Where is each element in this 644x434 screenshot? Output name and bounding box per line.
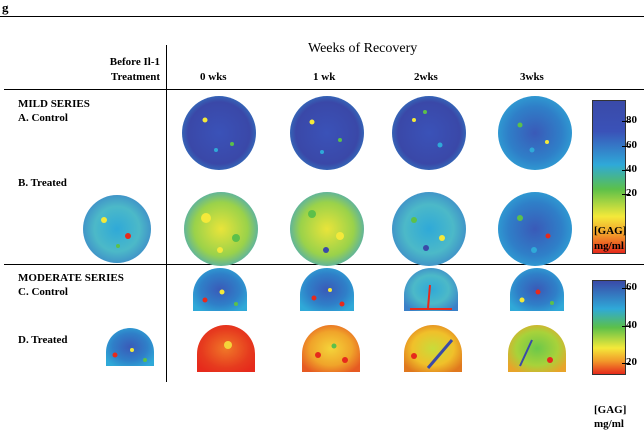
mild-scale-label-1: [GAG] [594,225,627,237]
map-c-0wks [193,268,247,311]
map-d-before [106,328,154,366]
row-b-label: B. Treated [18,177,67,189]
moderate-tick-20: 20 [626,356,637,368]
row-a-label: A. Control [18,112,68,124]
map-d-1wk [302,325,360,372]
moderate-color-scale [592,280,626,375]
header-rule [4,89,644,90]
map-b-before [83,195,151,263]
moderate-scale-label-1: [GAG] [594,404,627,416]
map-c-2wks [404,268,458,311]
map-a-1wk [290,96,364,170]
map-a-2wks [392,96,466,170]
map-b-1wk [290,192,364,266]
map-d-3wks [508,325,566,372]
column-0wks: 0 wks [200,71,227,83]
moderate-scale-label-2: mg/ml [594,418,624,430]
mild-tick-60: 60 [626,139,637,151]
map-b-3wks [498,192,572,266]
map-d-0wks [197,325,255,372]
moderate-series-label: MODERATE SERIES [18,272,124,284]
before-treatment-line-2: Treatment [110,71,160,83]
mild-tick-40: 40 [626,163,637,175]
column-1wk: 1 wk [313,71,336,83]
column-2wks: 2wks [414,71,438,83]
mild-series-label: MILD SERIES [18,98,90,110]
map-c-3wks [510,268,564,311]
vertical-divider [166,45,167,382]
mild-scale-label-2: mg/ml [594,240,624,252]
row-d-label: D. Treated [18,334,68,346]
mild-tick-80: 80 [626,114,637,126]
before-treatment-line-1: Before Il-1 [109,56,160,68]
mild-color-scale [592,100,626,254]
map-b-0wks [184,192,258,266]
row-c-label: C. Control [18,286,68,298]
moderate-tick-60: 60 [626,281,637,293]
column-3wks: 3wks [520,71,544,83]
moderate-tick-40: 40 [626,319,637,331]
top-rule [0,16,644,17]
map-a-0wks [182,96,256,170]
map-b-2wks [392,192,466,266]
mild-tick-20: 20 [626,187,637,199]
weeks-of-recovery-title: Weeks of Recovery [308,41,418,56]
map-d-2wks [404,325,462,372]
map-a-3wks [498,96,572,170]
figure-label: g [2,0,9,15]
map-c-1wk [300,268,354,311]
